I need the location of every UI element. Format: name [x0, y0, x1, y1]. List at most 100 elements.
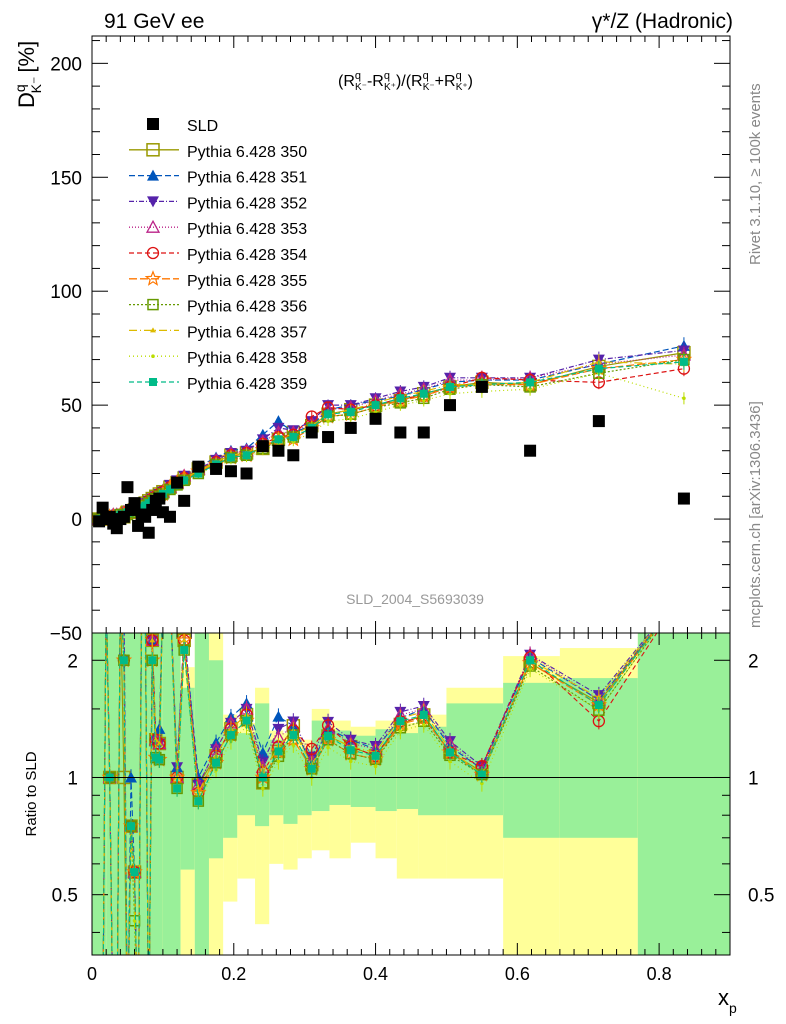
sld-point	[128, 497, 141, 510]
ratio-point	[419, 710, 428, 719]
ratio-tick-label: 0.5	[52, 886, 78, 907]
data-point	[421, 398, 426, 403]
legend-marker	[147, 298, 159, 311]
legend-label: Pythia 6.428 350	[187, 144, 307, 161]
data-point	[242, 451, 251, 460]
sld-point	[142, 526, 155, 539]
ratio-line	[102, 633, 654, 955]
legend-item: Pythia 6.428 356	[129, 299, 307, 316]
ratio-point	[274, 747, 283, 756]
ratio-point	[130, 868, 139, 877]
sld-point	[103, 510, 116, 523]
legend-label: Pythia 6.428 351	[187, 170, 307, 187]
ratio-point	[291, 742, 296, 747]
data-point	[165, 485, 174, 494]
ratio-band-green	[223, 726, 238, 838]
formula-label: (Rq K⁻-Rq K⁺)/(Rq K⁻+Rq K⁺)	[338, 70, 473, 93]
sld-point	[272, 444, 285, 457]
y-tick-label: 200	[50, 54, 82, 75]
legend-label: Pythia 6.428 358	[187, 350, 307, 367]
legend-item: Pythia 6.428 350	[129, 143, 307, 161]
ratio-point	[396, 717, 405, 726]
ratio-series-layer	[101, 633, 658, 955]
ratio-tick-label: 1	[67, 768, 78, 789]
ratio-band-green	[92, 633, 107, 955]
legend-marker	[146, 143, 160, 157]
data-point	[679, 357, 688, 366]
ratio-point	[528, 667, 532, 671]
ratio-point	[173, 784, 182, 793]
data-point	[448, 391, 452, 396]
ratio-point	[148, 656, 157, 665]
sld-data-layer	[93, 380, 690, 539]
legend-label: Pythia 6.428 352	[187, 195, 307, 212]
ratio-point	[226, 730, 235, 739]
ratio-band-green	[283, 742, 298, 824]
sld-point	[96, 501, 109, 514]
sld-point	[475, 380, 488, 393]
legend-label: SLD	[187, 118, 218, 135]
ratio-tick-label-right: 1	[748, 768, 759, 789]
ratio-point	[132, 918, 137, 923]
ratio-point	[373, 764, 378, 769]
y-tick-label: 100	[50, 282, 82, 303]
ratio-point	[398, 729, 403, 733]
sld-point	[146, 503, 159, 516]
data-point	[682, 396, 686, 401]
rivet-label: Rivet 3.1.10, ≥ 100k events	[747, 83, 764, 265]
sld-point	[117, 510, 130, 523]
sld-point	[110, 522, 123, 535]
legend-label: Pythia 6.428 359	[187, 376, 307, 393]
ratio-point	[289, 730, 298, 739]
sld-point	[524, 444, 537, 457]
legend-label: Pythia 6.428 353	[187, 221, 307, 238]
header-left: 91 GeV ee	[104, 10, 204, 33]
svg-text:(RqK⁻-RqK⁺)/(RqK⁻+RqK⁺): (Rq K⁻-Rq K⁺)/(Rq K⁻+Rq K⁺)	[338, 70, 473, 93]
sld-point	[171, 476, 184, 489]
ratio-point	[242, 716, 251, 725]
ratio-point	[324, 732, 333, 741]
data-point	[396, 394, 405, 403]
data-point	[326, 419, 330, 423]
ratio-point	[307, 764, 316, 773]
sld-point	[394, 426, 407, 439]
ratio-point	[181, 637, 188, 643]
legend-marker	[150, 327, 156, 333]
ratio-axis-ticks: 0 0.2 0.4 0.6 0.8 0.5 0.5 1 1 2 2	[52, 633, 774, 984]
sld-point	[369, 412, 382, 425]
data-point	[324, 410, 333, 419]
data-point	[371, 401, 380, 410]
ratio-point	[256, 746, 269, 758]
sld-point	[163, 510, 176, 523]
ratio-band-green	[180, 687, 195, 870]
data-point	[346, 407, 355, 416]
legend-item: SLD	[147, 118, 218, 135]
sld-point	[121, 481, 134, 494]
data-point	[526, 378, 535, 387]
ratio-band-green	[418, 726, 447, 816]
ratio-band-green	[396, 733, 419, 809]
y-tick-label: 50	[61, 396, 82, 417]
legend-item: Pythia 6.428 359	[129, 376, 307, 393]
main-y-label: DqK⁻[%]	[12, 41, 44, 108]
sld-point	[417, 426, 430, 439]
sld-point	[178, 494, 191, 507]
sld-point	[192, 460, 205, 473]
ratio-point	[149, 637, 156, 643]
ratio-point	[156, 740, 163, 746]
x-tick-label: 0	[87, 964, 97, 984]
legend-marker	[146, 246, 160, 260]
ratio-point	[276, 759, 281, 764]
legend-marker	[151, 354, 155, 359]
ratio-point	[126, 822, 135, 831]
ratio-point	[421, 722, 426, 727]
data-point	[226, 453, 235, 462]
sld-point	[240, 467, 253, 480]
legend-marker	[144, 270, 162, 286]
ratio-band-green	[237, 733, 256, 816]
ratio-point	[594, 701, 603, 710]
legend-item: Pythia 6.428 351	[129, 169, 307, 187]
legend-marker-sld	[147, 118, 159, 130]
ratio-point	[261, 786, 265, 791]
sld-point	[224, 465, 237, 478]
